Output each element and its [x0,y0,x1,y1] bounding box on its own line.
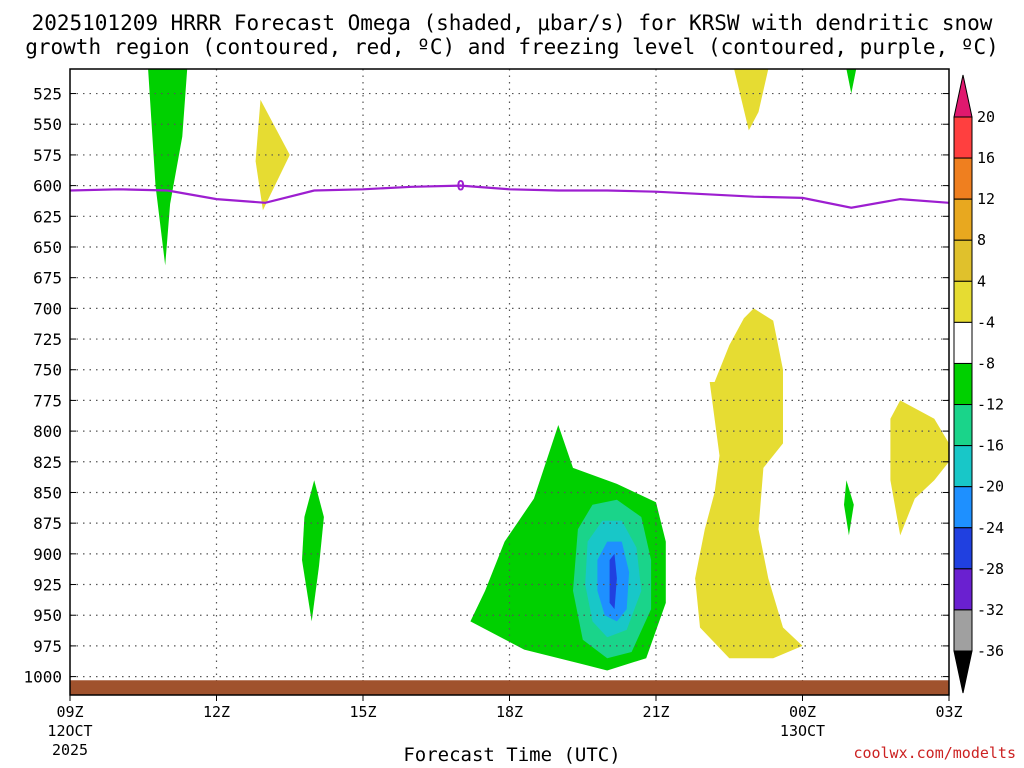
colorbar-segment [953,568,973,611]
omega-region-9 [609,553,617,610]
colorbar-label: -16 [977,437,1004,455]
colorbar-label: -8 [977,354,995,372]
x-tick-label: 09Z [56,703,83,721]
colorbar: 20 16 12 8 4 -4 -8 -12 -16 -20 -24 -28 -32 -36 [953,74,1004,694]
colorbar-segment [953,609,973,652]
omega-region-10 [695,308,803,659]
colorbar-label: 16 [977,149,995,167]
colorbar-label: -36 [977,642,1004,660]
y-tick-label: 750 [33,361,62,380]
y-tick-label: 875 [33,514,62,533]
x-tick-date: 12OCT [47,722,92,740]
omega-region-2 [734,69,769,131]
colorbar-segment [953,527,973,570]
y-tick-label: 675 [33,269,62,288]
y-tick-label: 600 [33,177,62,196]
colorbar-segment [953,239,973,282]
y-tick-label: 700 [33,299,62,318]
x-tick-label: 12Z [203,703,230,721]
colorbar-label: 20 [977,108,995,126]
x-axis-title: Forecast Time (UTC) [403,744,621,766]
y-tick-label: 800 [33,422,62,441]
colorbar-segment [953,445,973,488]
colorbar-label: -4 [977,313,995,331]
ground-bar [70,680,949,695]
omega-region-4 [302,480,324,622]
colorbar-segment [953,116,973,159]
y-tick-label: 575 [33,146,62,165]
y-tick-label: 775 [33,391,62,410]
y-tick-label: 925 [33,576,62,595]
credit-link[interactable]: coolwx.com/modelts [853,744,1016,762]
colorbar-segment [953,404,973,447]
colorbar-label: 12 [977,190,995,208]
y-tick-label: 725 [33,330,62,349]
x-tick-label: 03Z [935,703,962,721]
y-tick-label: 950 [33,606,62,625]
x-tick-label: 21Z [642,703,669,721]
y-tick-label: 625 [33,207,62,226]
omega-region-11 [844,480,854,536]
y-tick-label: 525 [33,85,62,104]
freezing-level-line [69,184,950,209]
y-tick-label: 550 [33,115,62,134]
x-tick-year: 2025 [52,741,88,759]
chart-title-line-2: growth region (contoured, red, ºC) and f… [25,35,999,59]
colorbar-label: -20 [977,478,1004,496]
x-tick-date: 13OCT [780,722,825,740]
colorbar-label: -32 [977,601,1004,619]
colorbar-label: 8 [977,231,986,249]
colorbar-segment [953,321,973,364]
colorbar-top-arrow [953,74,973,118]
y-tick-label: 850 [33,483,62,502]
colorbar-label: -28 [977,560,1004,578]
x-tick-label: 18Z [496,703,523,721]
freezing-level-label: 0 [456,179,464,195]
colorbar-segment [953,157,973,200]
shaded-regions [148,69,949,671]
x-tick-label: 15Z [349,703,376,721]
y-tick-label: 900 [33,545,62,564]
colorbar-segment [953,486,973,529]
colorbar-segment [953,362,973,406]
grid [70,69,949,695]
colorbar-label: -12 [977,396,1004,414]
y-tick-label: 1000 [23,668,62,687]
colorbar-bottom-arrow [953,650,973,694]
y-axis: 525 550 575 600 625 650 675 700 725 750 775 800 825 8… [23,85,949,687]
colorbar-segment [953,198,973,241]
colorbar-label: 4 [977,272,986,290]
y-tick-label: 825 [33,453,62,472]
chart-title-line-1: 2025101209 HRRR Forecast Omega (shaded, … [31,11,993,35]
colorbar-label: -24 [977,519,1004,537]
x-tick-label: 00Z [789,703,816,721]
omega-region-3 [846,69,857,94]
y-tick-label: 975 [33,637,62,656]
freezing-level: 0 [69,179,950,209]
y-tick-label: 650 [33,238,62,257]
omega-region-12 [890,400,949,536]
omega-region-0 [148,69,188,266]
colorbar-segment [953,280,973,323]
